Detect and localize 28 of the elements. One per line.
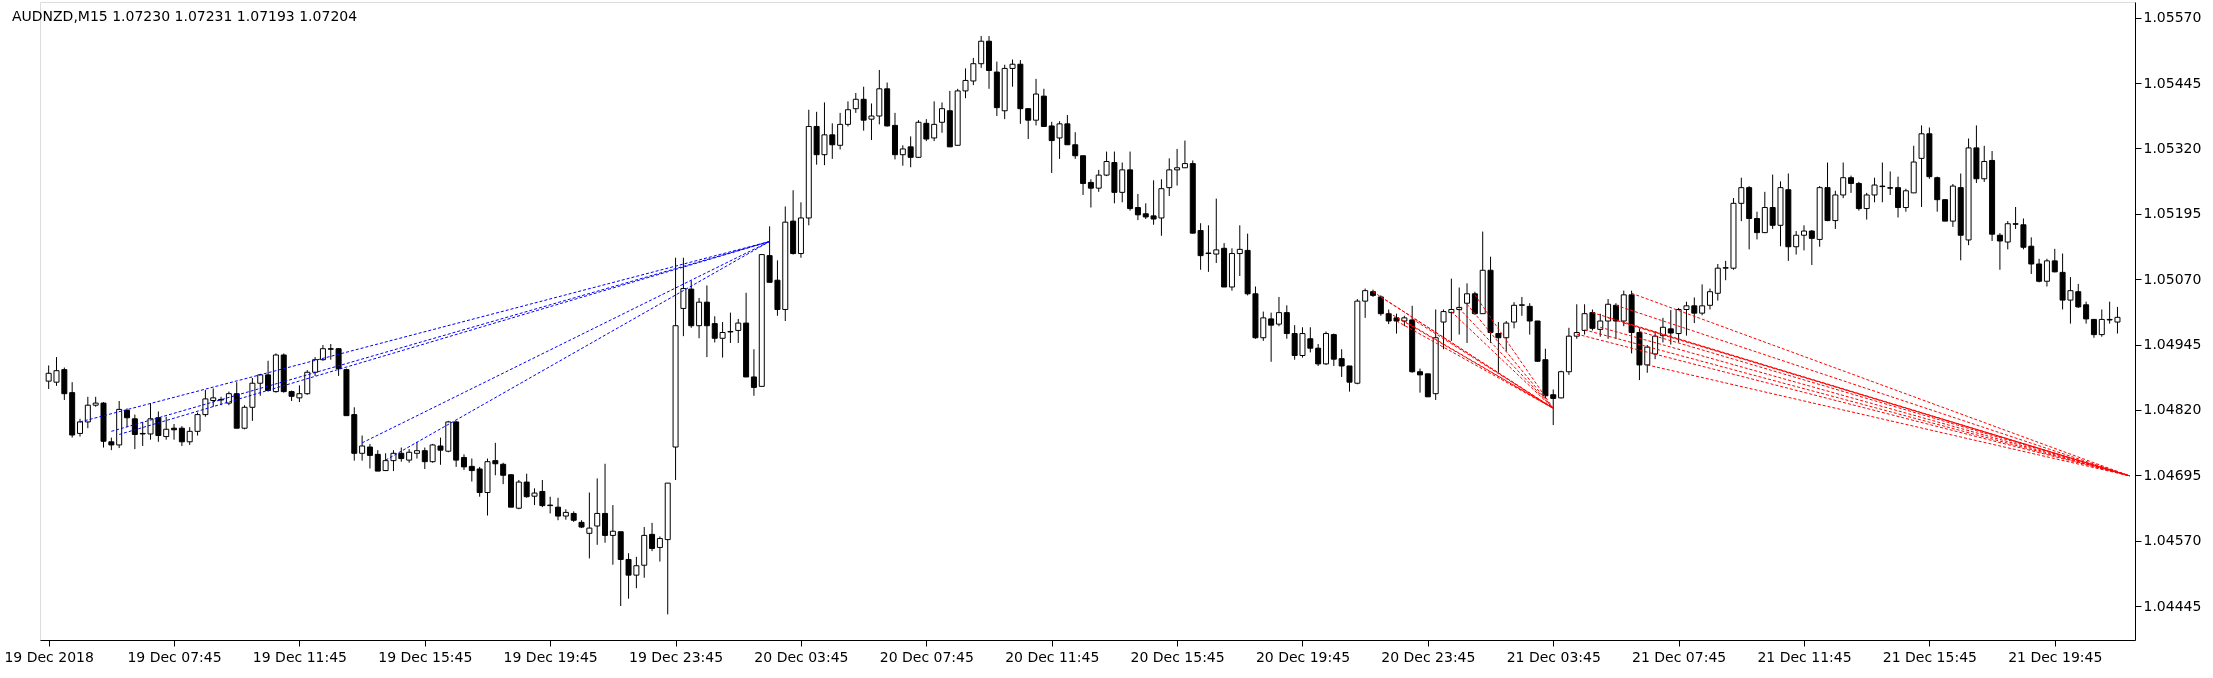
x-tick-label: 21 Dec 07:45 (1632, 648, 1727, 665)
y-tick-label: 1.05320 (2143, 139, 2202, 156)
x-tick-label: 21 Dec 19:45 (2008, 648, 2103, 665)
y-tick-label: 1.05195 (2143, 205, 2202, 222)
x-tick-label: 19 Dec 15:45 (378, 648, 473, 665)
x-tick-label: 19 Dec 2018 (4, 648, 94, 665)
x-tick-label: 19 Dec 23:45 (628, 648, 724, 665)
x-tick-label: 20 Dec 11:45 (1005, 648, 1100, 665)
x-tick-label: 19 Dec 19:45 (503, 648, 598, 665)
x-tick-label: 20 Dec 15:45 (1130, 648, 1225, 665)
y-tick-label: 1.04570 (2143, 532, 2202, 549)
x-tick-label: 21 Dec 11:45 (1757, 648, 1852, 665)
x-tick-label: 19 Dec 11:45 (252, 648, 347, 665)
x-tick-label: 21 Dec 15:45 (1882, 648, 1977, 665)
y-tick-label: 1.05570 (2143, 9, 2202, 26)
chart-title: AUDNZD,M15 1.07230 1.07231 1.07193 1.07204 (11, 8, 358, 24)
x-tick-label: 20 Dec 19:45 (1255, 648, 1351, 665)
y-tick-label: 1.04695 (2143, 466, 2202, 483)
x-tick-label: 21 Dec 03:45 (1506, 648, 1601, 665)
x-tick-label: 20 Dec 23:45 (1381, 648, 1476, 665)
x-tick-label: 20 Dec 03:45 (754, 648, 849, 665)
y-tick-label: 1.04945 (2143, 336, 2202, 353)
y-tick-label: 1.04820 (2143, 401, 2202, 418)
y-tick-label: 1.05445 (2143, 74, 2202, 91)
x-tick-label: 20 Dec 07:45 (879, 648, 974, 665)
y-tick-label: 1.05070 (2143, 270, 2202, 287)
y-tick-label: 1.04445 (2143, 597, 2202, 614)
x-tick-label: 19 Dec 07:45 (127, 648, 222, 665)
